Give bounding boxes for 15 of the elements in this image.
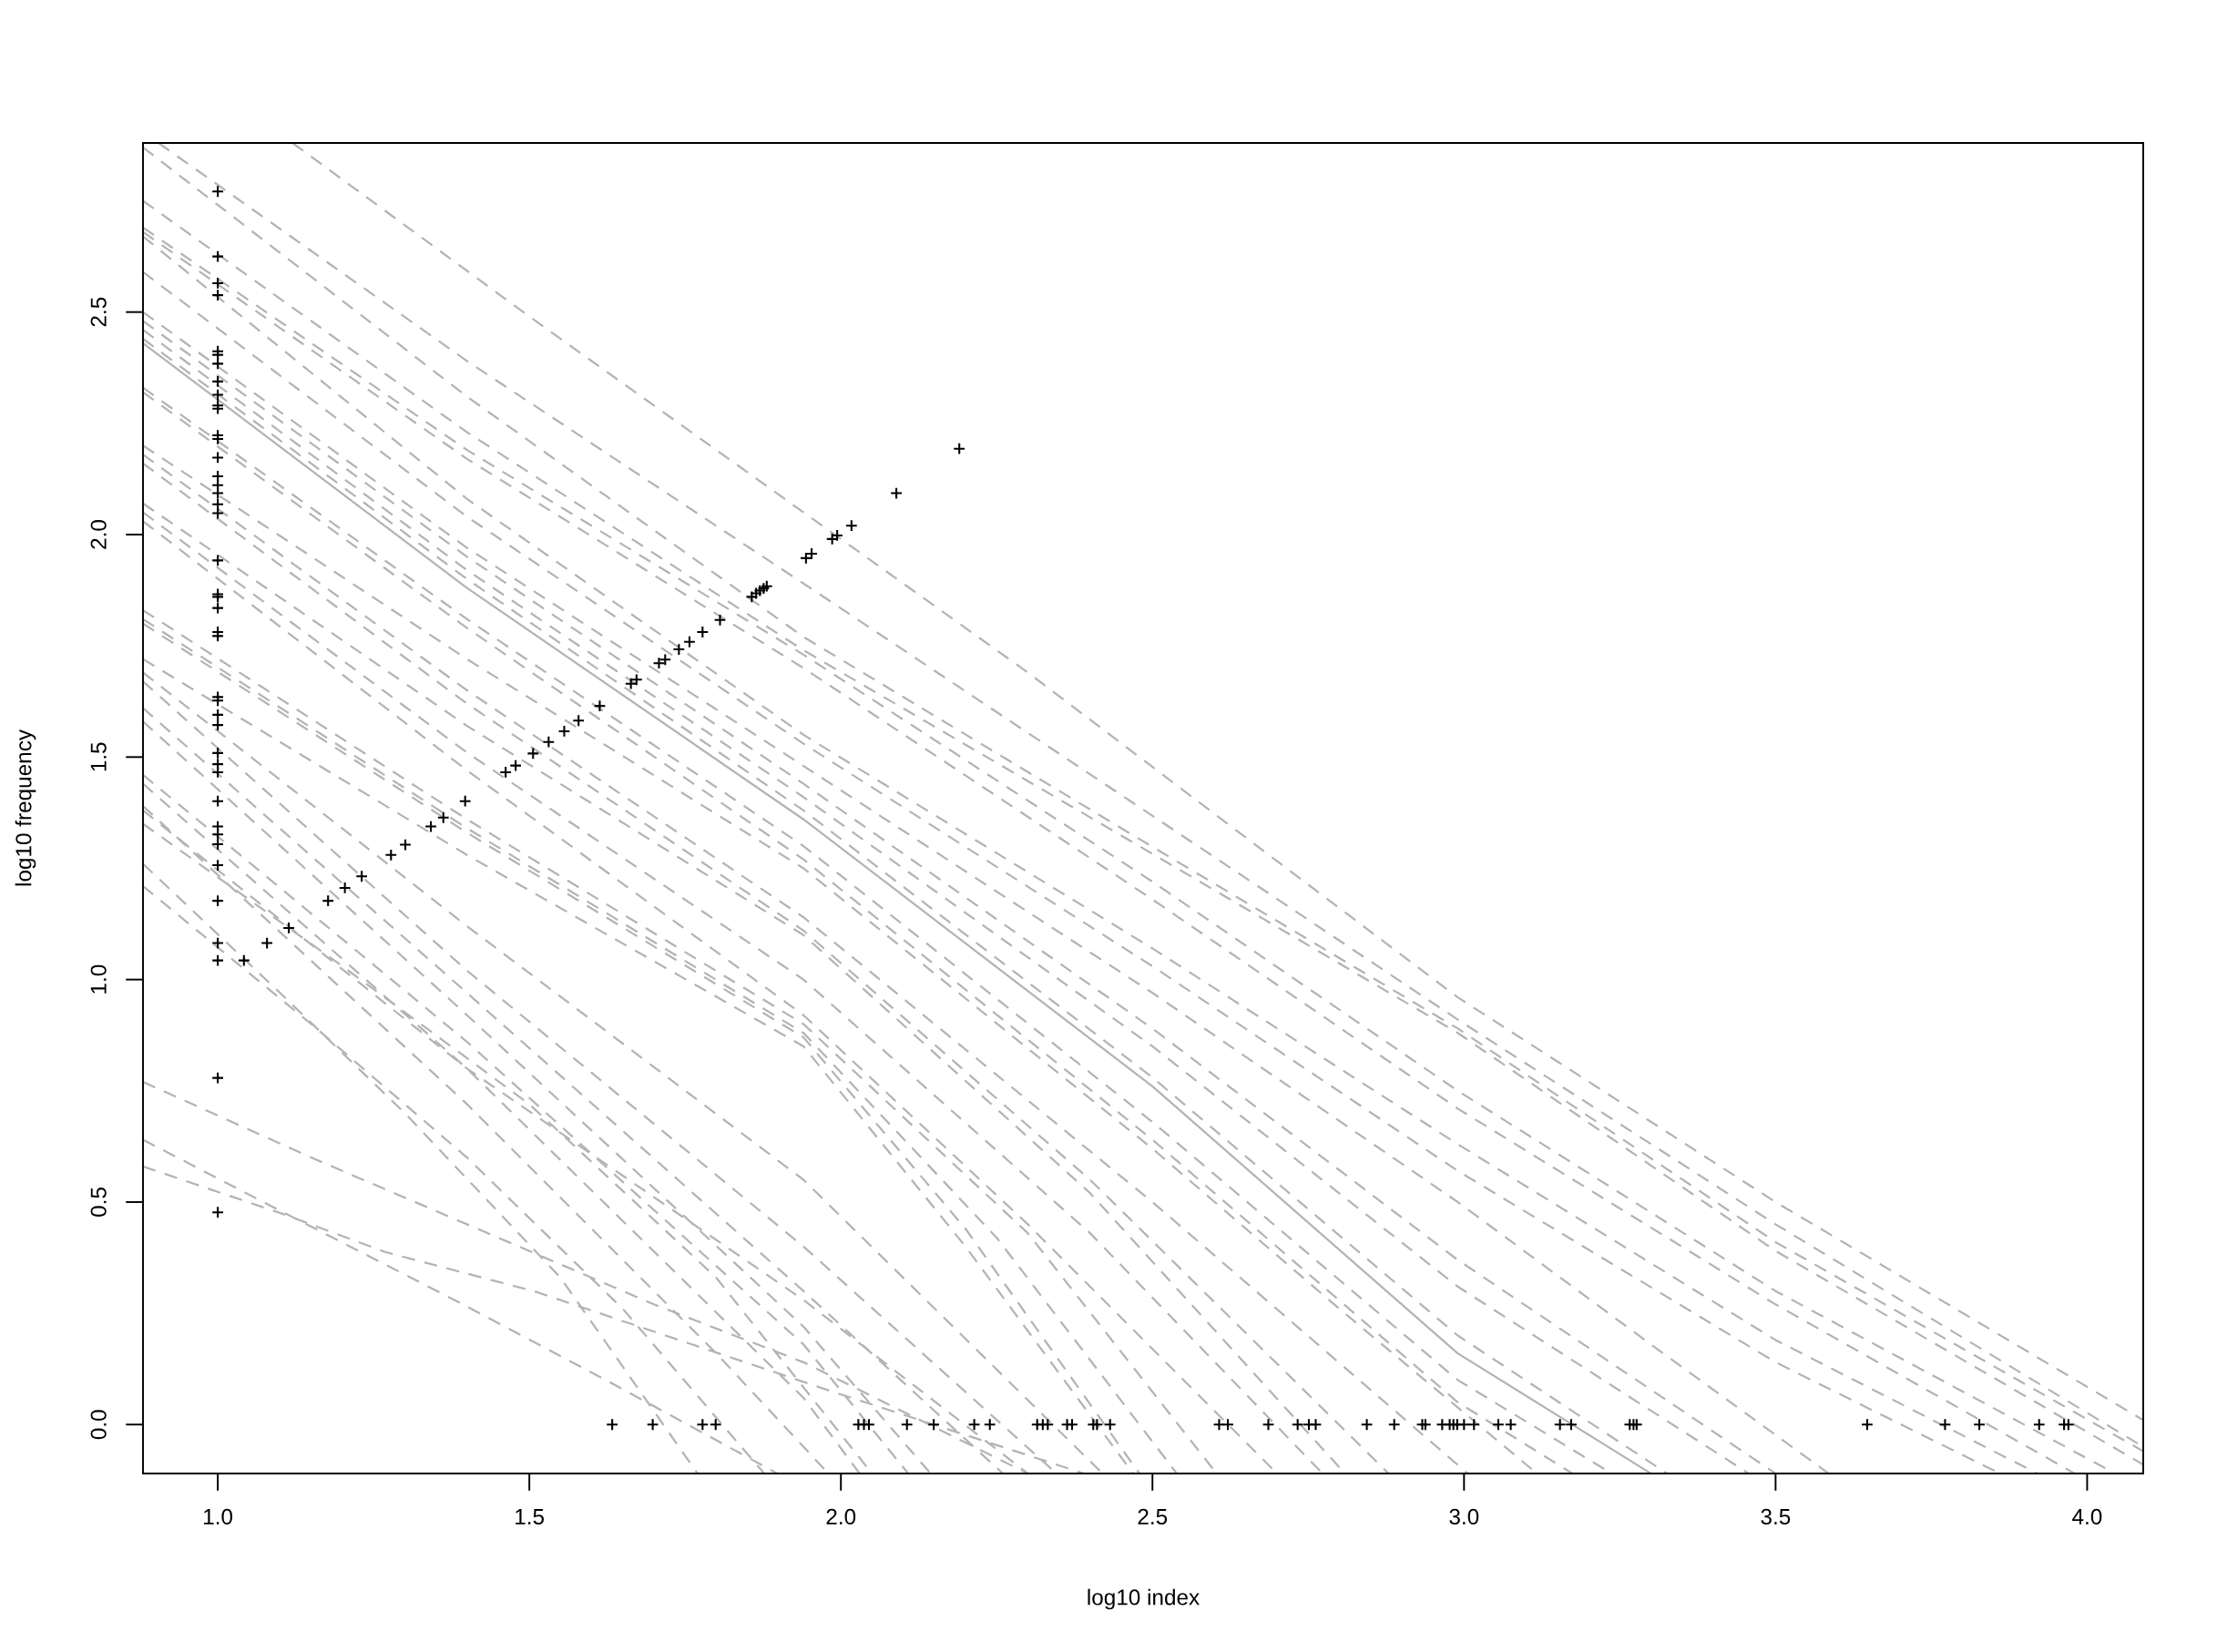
x-axis-title: log10 index [1088, 1588, 1200, 1610]
y-axis-title: log10 frequency [15, 729, 36, 886]
y-tick-label: 2.0 [90, 520, 107, 549]
x-tick-label: 1.0 [204, 1508, 233, 1525]
y-tick-label: 0.0 [90, 1410, 107, 1440]
x-tick-label: 4.0 [2072, 1508, 2102, 1525]
x-tick-label: 1.5 [516, 1509, 545, 1525]
y-tick-label: 1.5 [90, 742, 107, 771]
x-tick-label: 2.5 [1138, 1508, 1168, 1525]
x-tick-label: 3.0 [1449, 1508, 1479, 1525]
x-tick-label: 3.5 [1761, 1508, 1791, 1525]
y-tick-label: 1.0 [90, 964, 107, 994]
y-tick-label: 2.5 [90, 297, 107, 327]
y-tick-label: 0.5 [90, 1188, 107, 1217]
x-tick-label: 2.0 [826, 1508, 856, 1525]
